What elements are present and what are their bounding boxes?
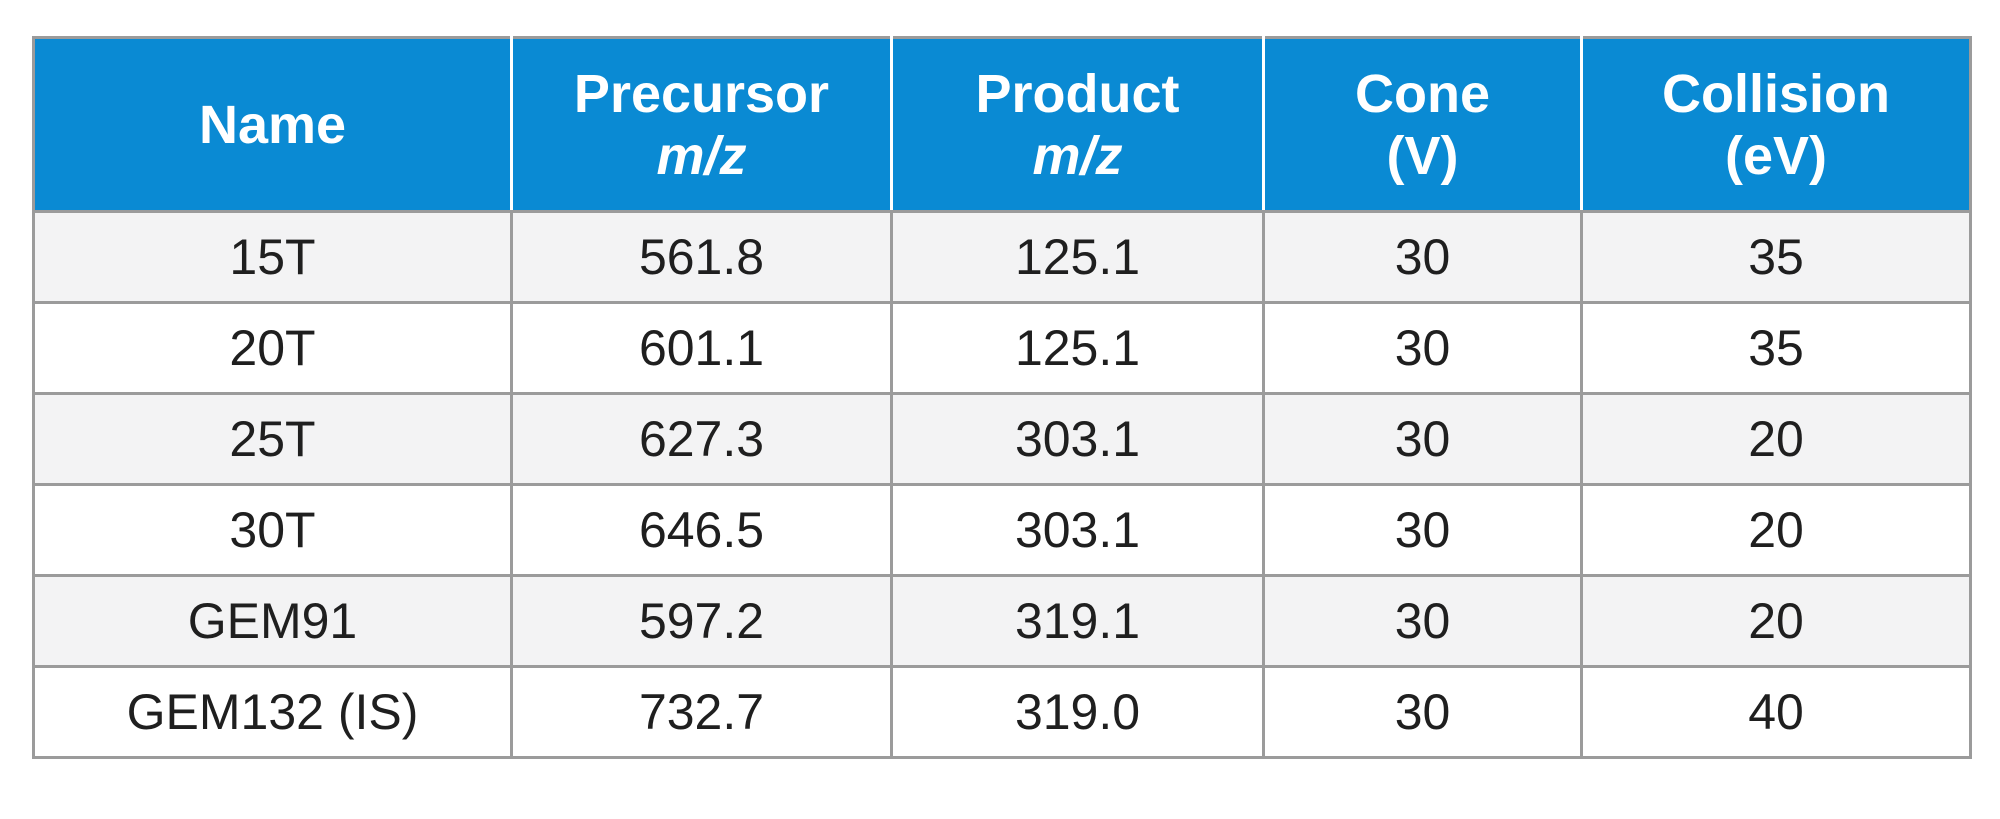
mrm-table-container: Name Precursor m/z Product m/z Cone (V) … xyxy=(32,36,1972,759)
cell-product: 319.0 xyxy=(890,665,1265,759)
cell-cone: 30 xyxy=(1262,574,1583,668)
cell-collision: 20 xyxy=(1580,574,1972,668)
cell-collision: 20 xyxy=(1580,483,1972,577)
cell-product: 125.1 xyxy=(890,210,1265,304)
header-precursor: Precursor m/z xyxy=(510,36,893,213)
header-product-label: Product xyxy=(975,63,1180,124)
cell-collision: 35 xyxy=(1580,301,1972,395)
cell-cone: 30 xyxy=(1262,392,1583,486)
cell-cone: 30 xyxy=(1262,301,1583,395)
header-cone: Cone (V) xyxy=(1262,36,1583,213)
cell-collision: 20 xyxy=(1580,392,1972,486)
header-name: Name xyxy=(32,36,513,213)
header-product-unit: m/z xyxy=(1032,125,1123,186)
header-row: Name Precursor m/z Product m/z Cone (V) … xyxy=(32,36,1972,213)
cell-precursor: 561.8 xyxy=(510,210,893,304)
cell-precursor: 597.2 xyxy=(510,574,893,668)
cell-precursor: 646.5 xyxy=(510,483,893,577)
header-precursor-label: Precursor xyxy=(573,63,830,124)
table-row: 30T 646.5 303.1 30 20 xyxy=(32,483,1972,577)
header-product: Product m/z xyxy=(890,36,1265,213)
cell-collision: 40 xyxy=(1580,665,1972,759)
cell-name: 30T xyxy=(32,483,513,577)
table-row: GEM132 (IS) 732.7 319.0 30 40 xyxy=(32,665,1972,759)
table-row: 20T 601.1 125.1 30 35 xyxy=(32,301,1972,395)
mrm-transitions-table: Name Precursor m/z Product m/z Cone (V) … xyxy=(32,36,1972,759)
table-body: 15T 561.8 125.1 30 35 20T 601.1 125.1 30… xyxy=(32,210,1972,759)
header-cone-unit: (V) xyxy=(1386,125,1459,186)
table-row: 25T 627.3 303.1 30 20 xyxy=(32,392,1972,486)
cell-cone: 30 xyxy=(1262,210,1583,304)
cell-precursor: 627.3 xyxy=(510,392,893,486)
table-row: GEM91 597.2 319.1 30 20 xyxy=(32,574,1972,668)
header-name-label: Name xyxy=(198,94,347,155)
header-collision: Collision (eV) xyxy=(1580,36,1972,213)
header-collision-unit: (eV) xyxy=(1724,125,1827,186)
cell-collision: 35 xyxy=(1580,210,1972,304)
header-precursor-unit: m/z xyxy=(656,125,747,186)
cell-cone: 30 xyxy=(1262,483,1583,577)
cell-name: 20T xyxy=(32,301,513,395)
cell-precursor: 601.1 xyxy=(510,301,893,395)
cell-precursor: 732.7 xyxy=(510,665,893,759)
cell-name: GEM91 xyxy=(32,574,513,668)
cell-product: 303.1 xyxy=(890,392,1265,486)
cell-name: 15T xyxy=(32,210,513,304)
cell-product: 125.1 xyxy=(890,301,1265,395)
cell-product: 319.1 xyxy=(890,574,1265,668)
cell-product: 303.1 xyxy=(890,483,1265,577)
cell-name: 25T xyxy=(32,392,513,486)
table-header: Name Precursor m/z Product m/z Cone (V) … xyxy=(32,36,1972,213)
table-row: 15T 561.8 125.1 30 35 xyxy=(32,210,1972,304)
cell-name: GEM132 (IS) xyxy=(32,665,513,759)
header-cone-label: Cone xyxy=(1355,63,1490,124)
cell-cone: 30 xyxy=(1262,665,1583,759)
header-collision-label: Collision xyxy=(1662,63,1890,124)
